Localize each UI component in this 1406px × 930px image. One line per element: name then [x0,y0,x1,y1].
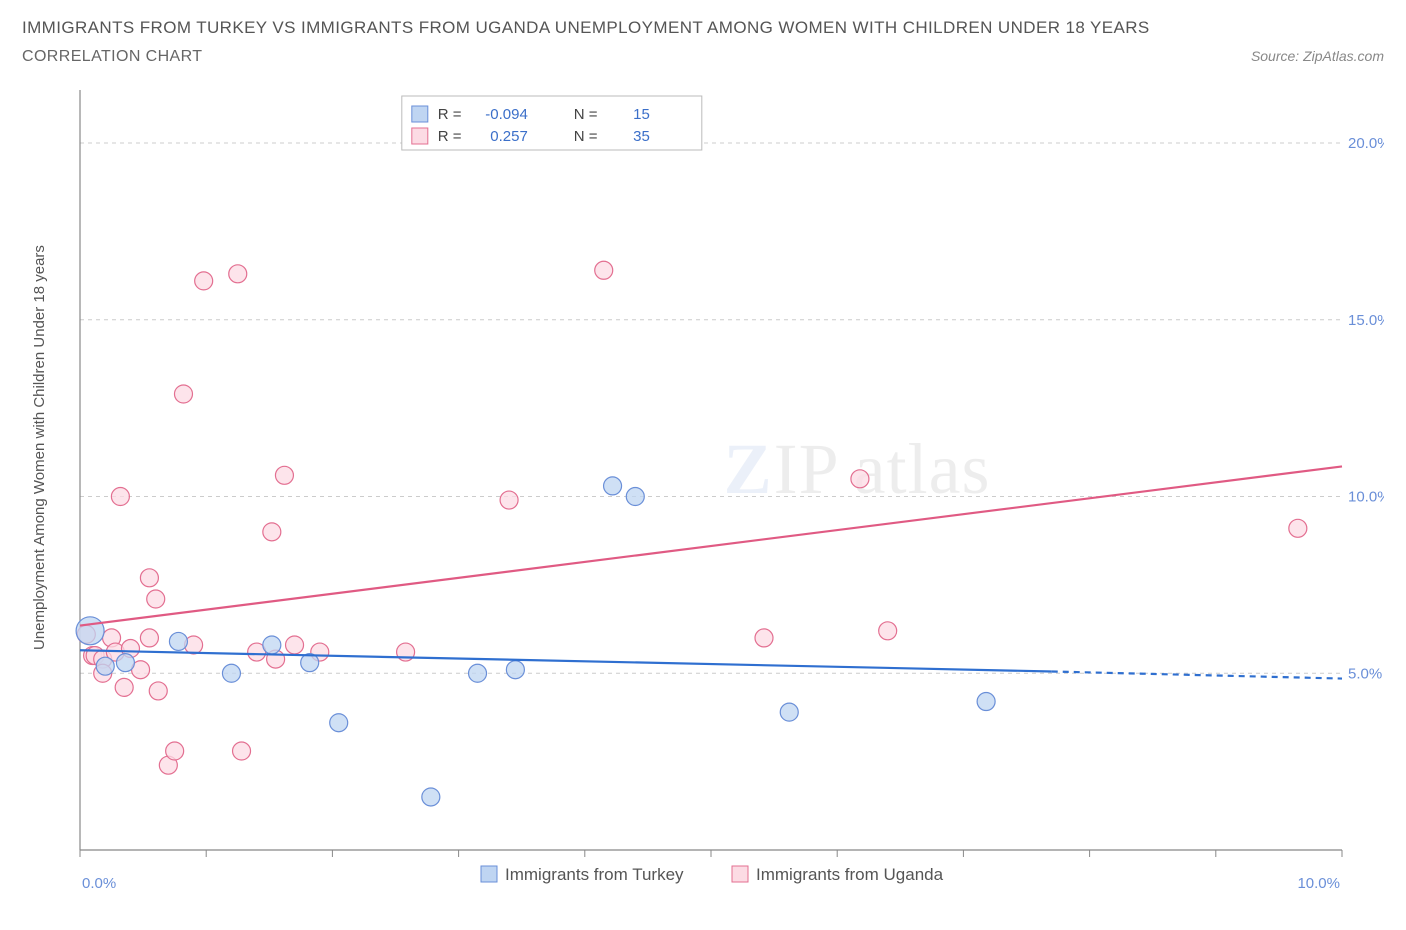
point-turkey [76,617,104,645]
y-axis-label: Unemployment Among Women with Children U… [31,245,48,650]
trendline-uganda [80,466,1342,625]
source-label: Source: [1251,48,1299,64]
point-uganda [111,488,129,506]
point-turkey [330,714,348,732]
x-tick-label: 0.0% [82,875,116,892]
svg-text:IP: IP [774,429,840,509]
point-uganda [233,742,251,760]
watermark: ZIPatlas [724,429,991,509]
legend-swatch-turkey [412,106,428,122]
point-uganda [174,385,192,403]
point-uganda [595,261,613,279]
svg-text:atlas: atlas [854,429,991,509]
point-turkey [169,632,187,650]
correlation-scatter-chart: 5.0% 10.0% 15.0% 20.0% ZIPatlas 0.0% 10.0% Unem… [22,90,1384,916]
legend-swatch-uganda [412,128,428,144]
point-uganda [166,742,184,760]
legend-r-label: R = [438,128,462,145]
point-uganda [275,466,293,484]
legend-r-label: R = [438,106,462,123]
source-name: ZipAtlas.com [1303,48,1384,64]
point-uganda [263,523,281,541]
point-turkey [469,664,487,682]
point-turkey [977,693,995,711]
point-turkey [626,488,644,506]
y-tick-label: 15.0% [1348,312,1384,329]
point-uganda [851,470,869,488]
point-turkey [506,661,524,679]
bottom-legend-label-uganda: Immigrants from Uganda [756,865,944,884]
point-uganda [229,265,247,283]
legend-n-label: N = [574,106,598,123]
point-uganda [115,678,133,696]
chart-header: IMMIGRANTS FROM TURKEY VS IMMIGRANTS FRO… [0,0,1406,70]
legend-r-turkey: -0.094 [485,106,528,123]
point-turkey [422,788,440,806]
point-uganda [500,491,518,509]
point-uganda [286,636,304,654]
legend-n-turkey: 15 [633,106,650,123]
y-tick-label: 5.0% [1348,665,1382,682]
chart-subrow: CORRELATION CHART Source: ZipAtlas.com [22,48,1384,66]
point-uganda [195,272,213,290]
point-turkey [96,657,114,675]
point-uganda [879,622,897,640]
y-tick-label: 20.0% [1348,135,1384,152]
chart-subtitle: CORRELATION CHART [22,48,202,66]
point-turkey [780,703,798,721]
chart-container: 5.0% 10.0% 15.0% 20.0% ZIPatlas 0.0% 10.0% Unem… [22,90,1384,916]
point-turkey [604,477,622,495]
chart-title: IMMIGRANTS FROM TURKEY VS IMMIGRANTS FRO… [22,18,1384,38]
chart-source: Source: ZipAtlas.com [1251,48,1384,64]
trendline-turkey-extrapolated [1052,671,1342,678]
point-uganda [149,682,167,700]
legend-n-uganda: 35 [633,128,650,145]
point-uganda [140,629,158,647]
legend-n-label: N = [574,128,598,145]
point-uganda [140,569,158,587]
svg-text:Z: Z [724,429,773,509]
x-tick-label: 10.0% [1297,875,1340,892]
point-uganda [755,629,773,647]
point-turkey [263,636,281,654]
y-tick-label: 10.0% [1348,489,1384,506]
point-turkey [222,664,240,682]
point-uganda [1289,519,1307,537]
point-turkey [116,654,134,672]
legend-r-uganda: 0.257 [490,128,528,145]
point-uganda [147,590,165,608]
bottom-legend-label-turkey: Immigrants from Turkey [505,865,684,884]
bottom-legend-swatch-turkey [481,866,497,882]
bottom-legend-swatch-uganda [732,866,748,882]
